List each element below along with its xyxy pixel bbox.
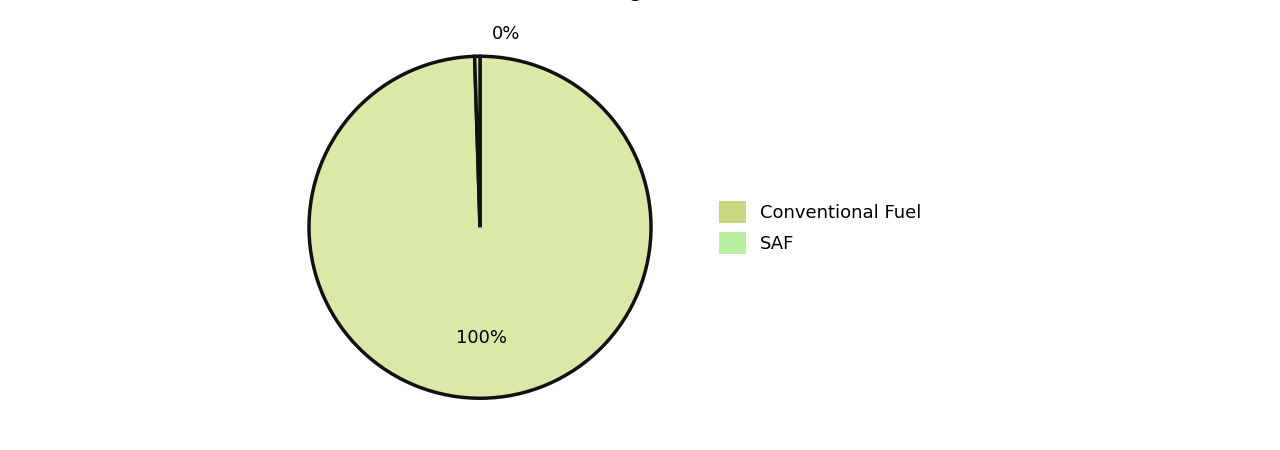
Wedge shape — [308, 56, 652, 398]
Legend: Conventional Fuel, SAF: Conventional Fuel, SAF — [712, 194, 929, 261]
Text: 0%: 0% — [492, 25, 521, 43]
Title: Distribution of Sustainable Aviation Fuels (SAF) Usage in the Aviation Sector: Distribution of Sustainable Aviation Fue… — [56, 0, 904, 1]
Text: 100%: 100% — [456, 329, 507, 347]
Wedge shape — [475, 56, 480, 227]
